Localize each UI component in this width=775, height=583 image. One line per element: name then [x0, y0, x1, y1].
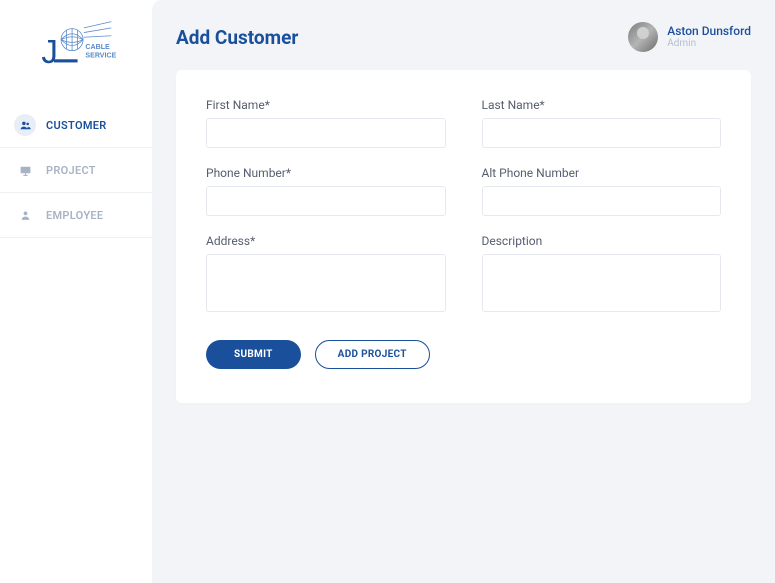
- label-phone: Phone Number*: [206, 166, 446, 180]
- avatar: [628, 22, 658, 52]
- sidebar-item-label: EMPLOYEE: [46, 209, 103, 222]
- field-address: Address*: [206, 234, 446, 316]
- board-icon: [14, 159, 36, 181]
- logo-svg: J CABLE SERVICES: [36, 20, 116, 75]
- submit-button[interactable]: SUBMIT: [206, 340, 301, 369]
- description-input[interactable]: [482, 254, 722, 312]
- label-first-name: First Name*: [206, 98, 446, 112]
- field-alt-phone: Alt Phone Number: [482, 166, 722, 216]
- field-phone: Phone Number*: [206, 166, 446, 216]
- sidebar-item-customer[interactable]: CUSTOMER: [0, 103, 152, 148]
- sidebar-item-project[interactable]: PROJECT: [0, 148, 152, 193]
- label-description: Description: [482, 234, 722, 248]
- address-input[interactable]: [206, 254, 446, 312]
- users-icon: [14, 114, 36, 136]
- add-project-button[interactable]: ADD PROJECT: [315, 340, 430, 369]
- label-alt-phone: Alt Phone Number: [482, 166, 722, 180]
- first-name-input[interactable]: [206, 118, 446, 148]
- user-menu[interactable]: Aston Dunsford Admin: [628, 22, 751, 52]
- topbar: Add Customer Aston Dunsford Admin: [176, 22, 751, 52]
- form-card: First Name* Last Name* Phone Number* Alt…: [176, 70, 751, 403]
- svg-text:CABLE: CABLE: [85, 44, 110, 51]
- label-last-name: Last Name*: [482, 98, 722, 112]
- field-last-name: Last Name*: [482, 98, 722, 148]
- sidebar-item-label: CUSTOMER: [46, 119, 107, 132]
- person-icon: [14, 204, 36, 226]
- main-content: Add Customer Aston Dunsford Admin First …: [152, 0, 775, 583]
- form-actions: SUBMIT ADD PROJECT: [206, 340, 721, 369]
- user-role: Admin: [667, 38, 751, 50]
- alt-phone-input[interactable]: [482, 186, 722, 216]
- field-first-name: First Name*: [206, 98, 446, 148]
- last-name-input[interactable]: [482, 118, 722, 148]
- label-address: Address*: [206, 234, 446, 248]
- phone-input[interactable]: [206, 186, 446, 216]
- logo: J CABLE SERVICES: [0, 20, 152, 75]
- field-description: Description: [482, 234, 722, 316]
- page-title: Add Customer: [176, 26, 298, 49]
- sidebar: J CABLE SERVICES CUSTOMER: [0, 0, 152, 583]
- sidebar-item-label: PROJECT: [46, 164, 96, 177]
- svg-text:J: J: [41, 33, 58, 70]
- sidebar-item-employee[interactable]: EMPLOYEE: [0, 193, 152, 238]
- svg-text:SERVICES: SERVICES: [85, 53, 116, 60]
- user-name: Aston Dunsford: [667, 24, 751, 38]
